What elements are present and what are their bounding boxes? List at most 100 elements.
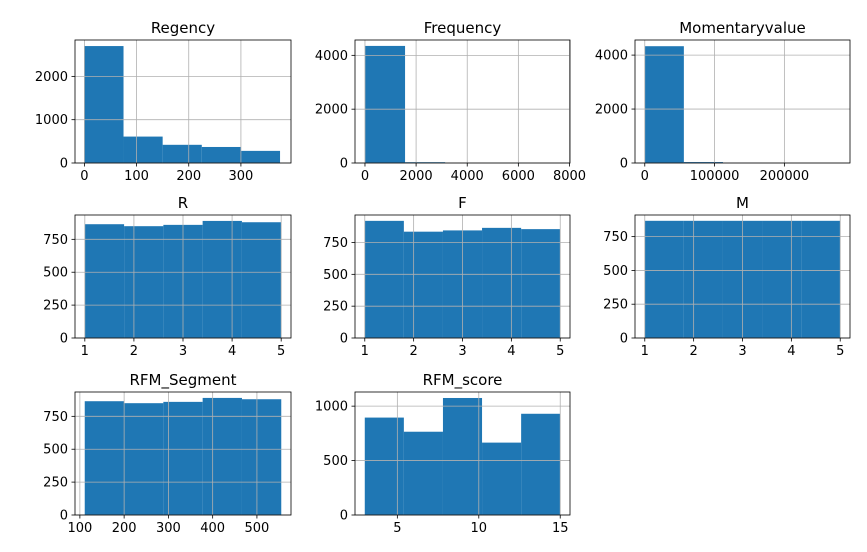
x-tick-label: 0 [80, 169, 88, 184]
axes-frame [634, 39, 851, 164]
y-tick-label: 500 [603, 264, 628, 279]
y-tick-label: 0 [60, 157, 68, 172]
y-tick-label: 250 [323, 300, 348, 315]
axes-frame [74, 391, 292, 516]
subplot-r: 1 2 3 4 5 0 250 500 750 R [43, 194, 292, 359]
y-tick-label: 0 [340, 157, 348, 172]
subplot-f: 1 2 3 4 5 0 250 500 750 F [323, 194, 571, 359]
histogram-bar [202, 397, 242, 515]
subplot-frequency: 0 2000 4000 6000 8000 0 2000 4000 Frequency [315, 19, 586, 184]
x-tick-label: 400 [200, 521, 225, 536]
y-tick-label: 0 [340, 509, 348, 524]
y-tick-label: 2000 [35, 70, 68, 85]
y-tick-label: 4000 [315, 49, 348, 64]
y-tick-label: 2000 [315, 103, 348, 118]
y-tick-label: 0 [340, 332, 348, 347]
x-tick-label: 3 [738, 344, 746, 359]
y-tick-label: 500 [43, 266, 68, 281]
y-tick-label: 4000 [595, 49, 628, 64]
x-tick-label: 3 [179, 344, 187, 359]
y-tick-label: 1000 [35, 113, 68, 128]
subplot-rfm_segment: 100 200 300 400 500 0 250 500 750 RFM_Segment [43, 371, 292, 536]
subplot-rfm_score: 5 10 15 0 500 1000 RFM_score [315, 371, 571, 536]
histogram-bar [162, 144, 202, 163]
histogram-bar [124, 226, 164, 338]
x-tick-label: 1 [81, 344, 89, 359]
x-tick-label: 2 [130, 344, 138, 359]
histogram-bar [403, 231, 443, 338]
subplot-regency: 0 100 200 300 0 1000 2000 Regency [35, 19, 292, 184]
histogram-bar [683, 220, 723, 338]
histogram-bar [364, 220, 404, 338]
histogram-bar [683, 162, 723, 163]
x-tick-label: 200 [112, 521, 137, 536]
x-tick-label: 100000 [690, 169, 740, 184]
x-tick-label: 15 [552, 521, 569, 536]
axes-frame [354, 39, 571, 164]
x-tick-label: 5 [277, 344, 285, 359]
x-tick-label: 200000 [760, 169, 810, 184]
histogram-bar [84, 401, 125, 515]
y-tick-label: 500 [323, 454, 348, 469]
subplot-title: R [178, 194, 188, 212]
histogram-bar [241, 222, 282, 338]
subplot-title: Regency [151, 19, 215, 37]
x-tick-label: 1 [361, 344, 369, 359]
subplot-title: F [458, 194, 467, 212]
x-tick-label: 6000 [502, 169, 535, 184]
y-tick-label: 500 [43, 443, 68, 458]
y-tick-label: 750 [43, 410, 68, 425]
y-tick-label: 750 [43, 233, 68, 248]
x-tick-label: 4000 [451, 169, 484, 184]
x-tick-label: 3 [458, 344, 466, 359]
histogram-bar [521, 413, 561, 515]
x-tick-label: 2 [689, 344, 697, 359]
x-tick-label: 200 [176, 169, 201, 184]
histogram-bar [482, 227, 522, 338]
x-tick-label: 5 [836, 344, 844, 359]
x-tick-label: 300 [156, 521, 181, 536]
histogram-bar [163, 401, 203, 515]
subplot-title: M [736, 194, 749, 212]
y-tick-label: 0 [60, 332, 68, 347]
x-tick-label: 5 [556, 344, 564, 359]
x-tick-label: 0 [361, 169, 369, 184]
subplot-m: 1 2 3 4 5 0 250 500 750 M [603, 194, 851, 359]
y-tick-label: 2000 [595, 103, 628, 118]
y-tick-label: 250 [43, 476, 68, 491]
x-tick-label: 2 [409, 344, 417, 359]
histogram-bar [84, 224, 125, 338]
axes-frame [74, 39, 292, 164]
histogram-bar [801, 220, 841, 338]
histogram-bar [405, 162, 446, 163]
x-tick-label: 10 [471, 521, 488, 536]
x-tick-label: 4 [228, 344, 236, 359]
y-tick-label: 0 [60, 509, 68, 524]
histogram-bar [403, 431, 443, 515]
x-tick-label: 2000 [400, 169, 433, 184]
x-tick-label: 4 [787, 344, 795, 359]
histogram-bar [442, 397, 483, 515]
histogram-bar [364, 417, 404, 515]
y-tick-label: 0 [620, 332, 628, 347]
subplot-title: RFM_score [423, 371, 503, 390]
histogram-bar [202, 220, 242, 338]
histogram-bar [762, 220, 802, 338]
y-tick-label: 500 [323, 268, 348, 283]
histogram-bar [644, 220, 684, 338]
histogram-bar [123, 136, 163, 163]
x-tick-label: 100 [124, 169, 149, 184]
subplot-title: RFM_Segment [130, 371, 237, 390]
x-tick-label: 8000 [553, 169, 586, 184]
histogram-bar [482, 442, 522, 515]
subplot-title: Frequency [424, 19, 502, 37]
x-tick-label: 5 [393, 521, 401, 536]
y-tick-label: 250 [43, 299, 68, 314]
histogram-bar [201, 146, 241, 163]
x-tick-label: 500 [245, 521, 270, 536]
histogram-bar [521, 229, 561, 338]
x-tick-label: 1 [641, 344, 649, 359]
subplot-momentaryvalue: 0 100000 200000 0 2000 4000 Momentaryvalue [595, 19, 851, 184]
x-tick-label: 0 [641, 169, 649, 184]
